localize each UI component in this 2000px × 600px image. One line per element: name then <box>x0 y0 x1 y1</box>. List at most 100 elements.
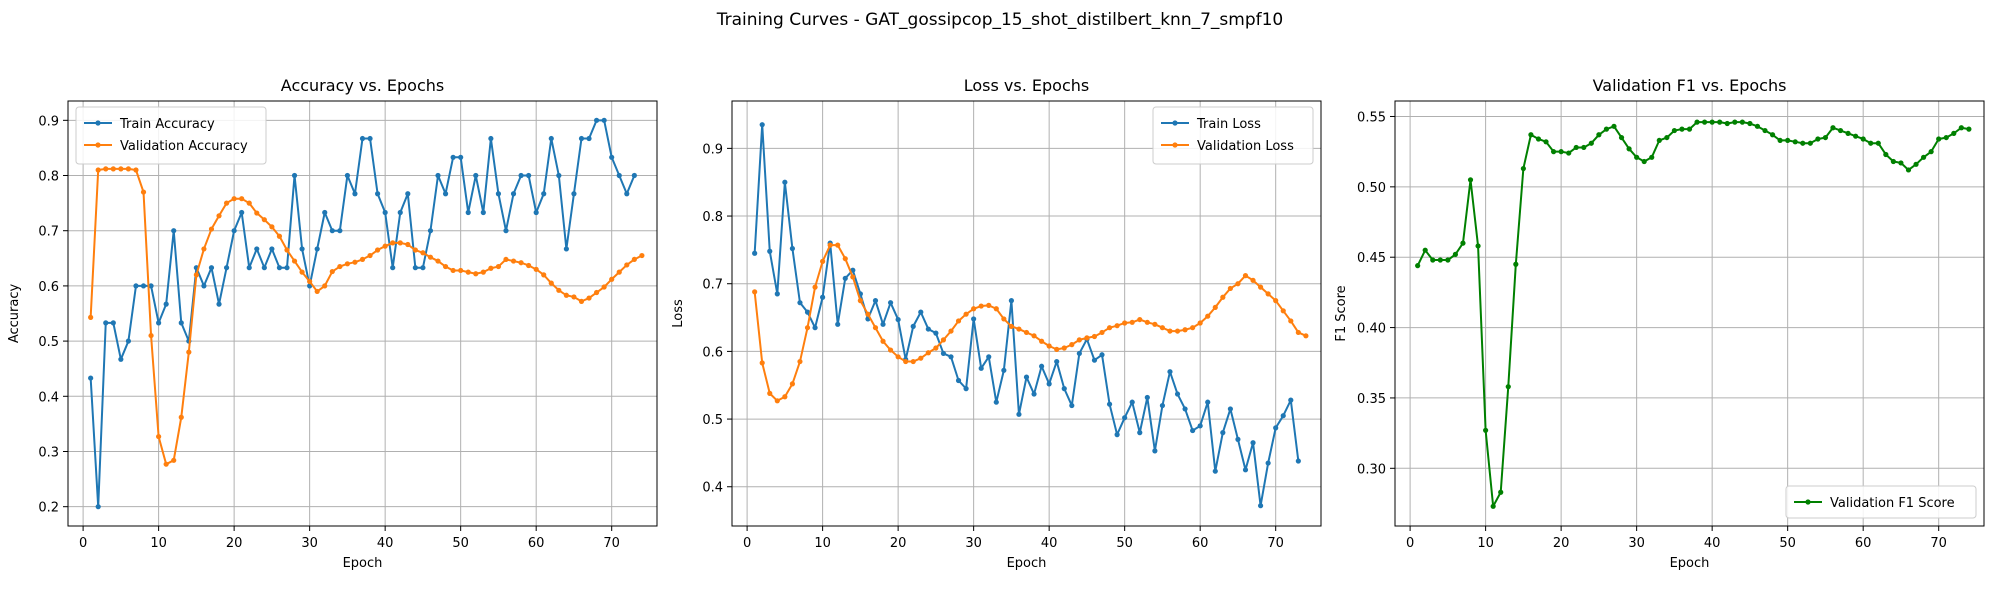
data-point <box>1558 149 1564 155</box>
data-point <box>307 278 313 285</box>
data-point <box>1235 436 1241 442</box>
data-point <box>329 228 335 234</box>
data-point <box>269 224 275 230</box>
data-point <box>367 135 373 142</box>
data-point <box>246 265 252 271</box>
data-point <box>842 275 848 281</box>
data-point <box>1061 386 1067 392</box>
x-tick-label: 10 <box>150 536 167 551</box>
data-point <box>774 398 780 404</box>
data-point <box>503 256 509 263</box>
data-point <box>450 154 456 160</box>
data-point <box>601 284 607 290</box>
data-point <box>955 377 962 384</box>
data-point <box>1853 133 1859 139</box>
data-point <box>359 135 366 142</box>
data-point <box>427 228 434 234</box>
data-point <box>1641 158 1647 165</box>
data-point <box>955 318 962 324</box>
data-point <box>1550 149 1557 155</box>
axes-frame <box>67 100 658 527</box>
data-point <box>352 191 358 197</box>
data-point <box>1227 285 1233 292</box>
data-point <box>1890 158 1896 165</box>
data-point <box>1709 119 1715 125</box>
data-point <box>103 166 109 172</box>
data-point <box>140 189 147 195</box>
data-point <box>171 457 177 463</box>
data-point <box>910 323 916 329</box>
data-point <box>1603 126 1610 132</box>
data-point <box>1220 430 1226 436</box>
data-point <box>571 294 577 300</box>
data-point <box>986 354 992 360</box>
data-point <box>488 265 494 271</box>
chart-title: Loss vs. Epochs <box>964 76 1089 95</box>
data-point <box>442 191 449 197</box>
data-point <box>1054 358 1060 365</box>
data-point <box>812 325 818 331</box>
data-point <box>541 272 547 278</box>
data-point <box>133 283 139 289</box>
data-point <box>397 240 403 246</box>
data-point <box>352 259 358 265</box>
data-point <box>276 265 283 271</box>
x-tick-label: 40 <box>1704 536 1721 551</box>
data-point <box>1800 140 1806 146</box>
data-point <box>420 265 426 271</box>
data-point <box>1273 425 1279 431</box>
y-tick-label: 0.45 <box>1357 251 1386 266</box>
data-point <box>971 316 977 322</box>
data-point <box>910 358 916 365</box>
series-line <box>89 167 643 466</box>
data-point <box>1144 319 1150 325</box>
data-point <box>1008 298 1014 304</box>
data-point <box>510 258 517 264</box>
data-point <box>239 209 245 216</box>
y-tick-label: 0.30 <box>1357 462 1386 477</box>
legend-label: Validation F1 Score <box>1830 496 1955 511</box>
data-point <box>1197 423 1203 429</box>
data-point <box>1190 325 1196 331</box>
series-line <box>89 119 636 508</box>
data-point <box>1656 137 1662 144</box>
y-tick-label: 0.55 <box>1357 110 1386 125</box>
data-point <box>1008 323 1014 329</box>
data-point <box>1437 257 1443 263</box>
data-point <box>1250 440 1256 446</box>
legend-label: Train Loss <box>1196 117 1261 132</box>
data-point <box>329 268 335 275</box>
data-point <box>95 504 101 510</box>
data-point <box>1023 329 1030 336</box>
data-point <box>133 167 139 173</box>
data-point <box>103 320 109 326</box>
legend-label: Train Accuracy <box>119 117 215 132</box>
legend: Train Loss Validation Loss <box>1152 106 1314 165</box>
data-point <box>1152 448 1158 454</box>
data-point <box>797 300 803 306</box>
data-point <box>208 226 215 232</box>
legend-marker <box>1172 120 1178 126</box>
data-point <box>782 394 788 400</box>
data-point <box>510 191 517 197</box>
data-point <box>140 283 147 289</box>
y-tick-label: 0.6 <box>38 280 59 295</box>
data-point <box>1122 320 1128 326</box>
legend-box <box>1152 106 1314 165</box>
data-point <box>344 172 350 179</box>
legend-marker <box>95 120 101 126</box>
data-point <box>556 172 562 179</box>
data-point <box>390 240 396 246</box>
data-point <box>88 375 94 381</box>
data-point <box>276 233 283 239</box>
y-tick-label: 0.3 <box>38 445 59 460</box>
data-point <box>1031 333 1037 339</box>
figure-title: Training Curves - GAT_gossipcop_15_shot_… <box>716 10 1284 30</box>
data-point <box>541 191 547 197</box>
data-point <box>458 267 464 274</box>
data-point <box>397 209 403 216</box>
data-point <box>1618 134 1625 141</box>
data-point <box>895 316 901 323</box>
data-point <box>495 263 502 270</box>
